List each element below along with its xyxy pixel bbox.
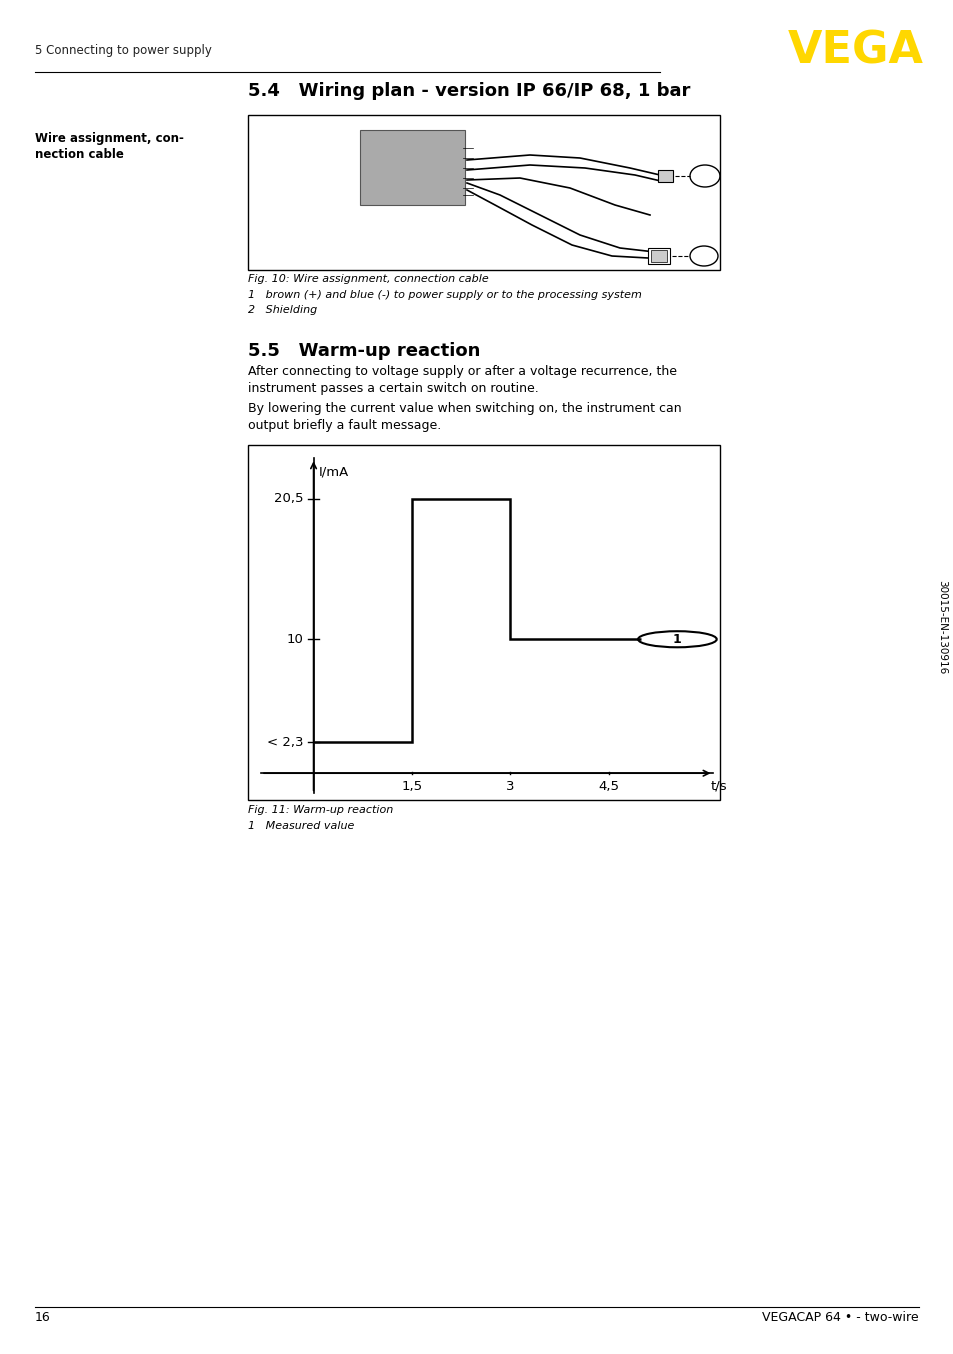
Text: Fig. 10: Wire assignment, connection cable: Fig. 10: Wire assignment, connection cab…: [248, 274, 488, 284]
Text: 2   Shielding: 2 Shielding: [248, 305, 317, 315]
Text: I/mA: I/mA: [318, 466, 349, 478]
Text: 30015-EN-130916: 30015-EN-130916: [936, 580, 946, 674]
Bar: [650, 250, 666, 263]
Text: instrument passes a certain switch on routine.: instrument passes a certain switch on ro…: [248, 382, 538, 395]
Text: 16: 16: [35, 1311, 51, 1324]
Text: After connecting to voltage supply or after a voltage recurrence, the: After connecting to voltage supply or af…: [248, 366, 677, 378]
Text: 3: 3: [505, 780, 514, 793]
Bar: [248, 115, 720, 269]
Text: 5.4   Wiring plan - version IP 66/IP 68, 1 bar: 5.4 Wiring plan - version IP 66/IP 68, 1…: [248, 83, 690, 100]
Bar: [359, 130, 464, 204]
Text: 1   Measured value: 1 Measured value: [248, 821, 354, 831]
Text: 5.5   Warm-up reaction: 5.5 Warm-up reaction: [248, 343, 480, 360]
Text: t/s: t/s: [709, 780, 726, 793]
Text: 20,5: 20,5: [274, 492, 303, 505]
Text: nection cable: nection cable: [35, 148, 124, 161]
Text: 10: 10: [287, 632, 303, 646]
Text: VEGACAP 64 • - two-wire: VEGACAP 64 • - two-wire: [761, 1311, 918, 1324]
Text: 5 Connecting to power supply: 5 Connecting to power supply: [35, 43, 212, 57]
Text: 1,5: 1,5: [401, 780, 422, 793]
Text: 1   brown (+) and blue (-) to power supply or to the processing system: 1 brown (+) and blue (-) to power supply…: [248, 290, 641, 301]
Text: Fig. 11: Warm-up reaction: Fig. 11: Warm-up reaction: [248, 806, 393, 815]
Text: 1: 1: [672, 632, 681, 646]
Bar: [658, 171, 672, 181]
Text: < 2,3: < 2,3: [267, 735, 303, 749]
Text: By lowering the current value when switching on, the instrument can: By lowering the current value when switc…: [248, 402, 680, 414]
Text: output briefly a fault message.: output briefly a fault message.: [248, 418, 441, 432]
Bar: [647, 248, 669, 264]
Text: VEGA: VEGA: [787, 30, 923, 73]
Text: 4,5: 4,5: [598, 780, 618, 793]
Text: Wire assignment, con-: Wire assignment, con-: [35, 131, 184, 145]
